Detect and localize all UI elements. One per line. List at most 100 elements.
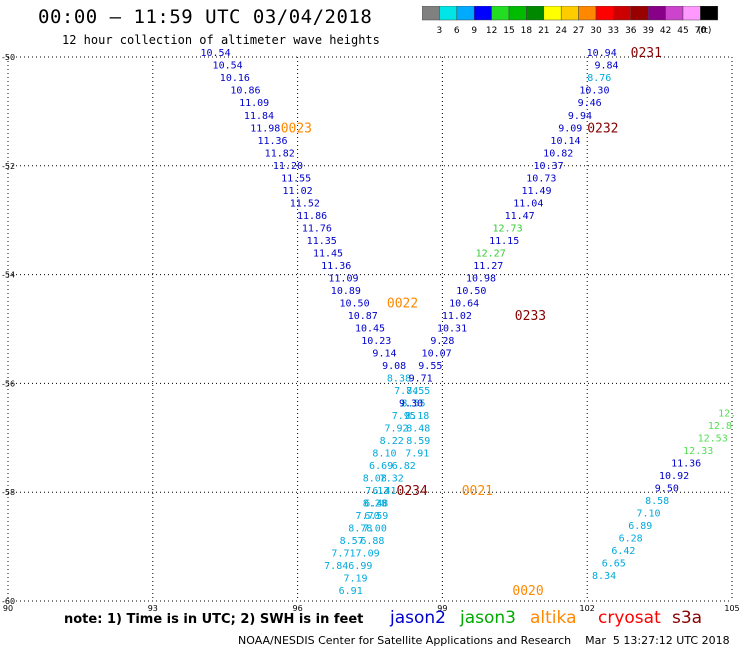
legend-label: 39 — [642, 26, 654, 36]
wave-height-label: 7.70 — [356, 511, 380, 522]
wave-height-label: 10.50 — [339, 298, 369, 309]
wave-height-label: 12. — [718, 408, 736, 419]
wave-height-label: 6.65 — [602, 558, 626, 569]
wave-height-label: 7.00 — [363, 524, 387, 535]
wave-height-label: 11.49 — [521, 186, 551, 197]
wave-height-label: 9.14 — [372, 348, 396, 359]
legend-label: 6 — [454, 26, 460, 36]
wave-height-label: 11.27 — [473, 261, 503, 272]
page-title: 00:00 – 11:59 UTC 03/04/2018 — [38, 6, 373, 28]
wave-height-label: 7.74 — [394, 386, 418, 397]
pass-time-label: 0020 — [512, 584, 543, 599]
wave-height-label: 10.73 — [526, 173, 556, 184]
y-tick-label: -52 — [2, 162, 15, 171]
wave-height-label: 6.28 — [619, 533, 643, 544]
wave-height-label: 8.34 — [592, 571, 616, 582]
satellite-altika-label: altika — [530, 608, 577, 628]
wave-height-label: 8.10 — [372, 449, 396, 460]
footer-note: note: 1) Time is in UTC; 2) SWH is in fe… — [64, 612, 364, 627]
wave-height-label: 10.92 — [659, 471, 689, 482]
wave-height-label: 9.71 — [409, 374, 433, 385]
wave-height-label: 11.86 — [297, 211, 327, 222]
wave-height-label: 8.78 — [348, 524, 372, 535]
wave-height-label: 8.38 — [387, 374, 411, 385]
wave-height-label: 8.59 — [406, 436, 430, 447]
x-tick-label: 93 — [148, 604, 158, 612]
wave-height-label: 8.08 — [363, 474, 387, 485]
legend-unit: (ft) — [698, 26, 712, 36]
legend-label: 33 — [608, 26, 619, 36]
wave-height-label: 6.82 — [392, 461, 416, 472]
wave-height-label: 6.42 — [611, 546, 635, 557]
wave-height-label: 9.94 — [568, 111, 592, 122]
legend-label: 70 — [695, 26, 707, 36]
wave-height-label: 6.89 — [628, 521, 652, 532]
wave-height-label: 7.09 — [356, 549, 380, 560]
wave-height-label: 10.87 — [348, 311, 378, 322]
wave-height-label: 9.55 — [418, 361, 442, 372]
wave-height-label: 9.28 — [430, 336, 454, 347]
wave-height-label: 11.35 — [307, 236, 337, 247]
wave-height-label: 8.57 — [340, 536, 364, 547]
wave-height-label: 11.98 — [250, 123, 280, 134]
wave-height-label: 8.58 — [645, 496, 669, 507]
wave-height-label: 7.71 — [331, 549, 355, 560]
satellite-s3a-label: s3a — [672, 608, 703, 628]
wave-height-label: 6.48 — [364, 499, 388, 510]
wave-height-label: 10.89 — [331, 286, 361, 297]
wave-height-label: 7.92 — [384, 424, 408, 435]
wave-height-label: 7.91 — [405, 449, 429, 460]
wave-height-label: 7.84 — [324, 561, 348, 572]
legend-label: 42 — [660, 26, 671, 36]
wave-height-label: 12.27 — [476, 248, 506, 259]
wave-height-label: 8.48 — [406, 424, 430, 435]
altimeter-chart: 90 93 96 99 102 105-50-52-54-56-58-6010.5410.… — [2, 46, 740, 612]
wave-height-label: 11.02 — [442, 311, 472, 322]
pass-time-label: 0023 — [281, 121, 312, 136]
x-tick-label: 99 — [437, 604, 447, 612]
x-tick-label: 105 — [724, 604, 739, 612]
wave-height-label: 10.30 — [579, 86, 609, 97]
wave-height-label: 10.45 — [355, 323, 385, 334]
legend-swatch — [700, 6, 719, 21]
legend-label: 21 — [538, 26, 549, 36]
wave-height-label: 10.98 — [466, 273, 496, 284]
wave-height-label: 11.36 — [257, 136, 287, 147]
pass-time-label: 0232 — [587, 121, 618, 136]
wave-height-label: 11.02 — [283, 186, 313, 197]
wave-height-label: 6.88 — [360, 536, 384, 547]
legend-label: 18 — [521, 26, 533, 36]
satellite-jason3-label: jason3 — [460, 608, 516, 628]
legend-label: 15 — [503, 26, 514, 36]
wave-height-label: 11.09 — [328, 273, 358, 284]
wave-height-label: 11.52 — [290, 198, 320, 209]
wave-height-label: 8.22 — [380, 436, 404, 447]
wave-height-label: 9.84 — [594, 61, 618, 72]
wave-height-label: 9.09 — [558, 123, 582, 134]
wave-height-label: 11.36 — [671, 458, 701, 469]
wave-height-label: 6.99 — [348, 561, 372, 572]
wave-height-label: 11.84 — [244, 111, 274, 122]
legend-label: 30 — [590, 26, 602, 36]
satellite-jason2-label: jason2 — [390, 608, 446, 628]
wave-height-label: 10.37 — [534, 161, 564, 172]
credit-line: NOAA/NESDIS Center for Satellite Applica… — [238, 634, 730, 647]
wave-height-label: 10.94 — [587, 48, 617, 59]
wave-height-label: 7.10 — [636, 508, 660, 519]
wave-height-label: 11.45 — [313, 248, 343, 259]
legend-label: 3 — [437, 26, 443, 36]
pass-time-label: 0021 — [462, 484, 493, 499]
y-tick-label: -50 — [2, 53, 15, 62]
wave-height-label: 10.54 — [200, 48, 230, 59]
wave-height-label: 10.16 — [220, 73, 250, 84]
wave-height-label: 8.76 — [587, 73, 611, 84]
x-tick-label: 96 — [293, 604, 303, 612]
wave-height-label: 11.15 — [489, 236, 519, 247]
wave-height-label: 12.73 — [493, 223, 523, 234]
wave-height-label: 10.50 — [456, 286, 486, 297]
wave-height-label: 6.91 — [339, 586, 363, 597]
wave-height-label: 7.95 — [392, 411, 416, 422]
y-tick-label: -54 — [2, 271, 15, 280]
wave-height-label: 10.23 — [361, 336, 391, 347]
color-legend: 3 6 9 12 15 18 21 24 27 30 33 36 39 42 45 70(ft) — [422, 6, 719, 36]
